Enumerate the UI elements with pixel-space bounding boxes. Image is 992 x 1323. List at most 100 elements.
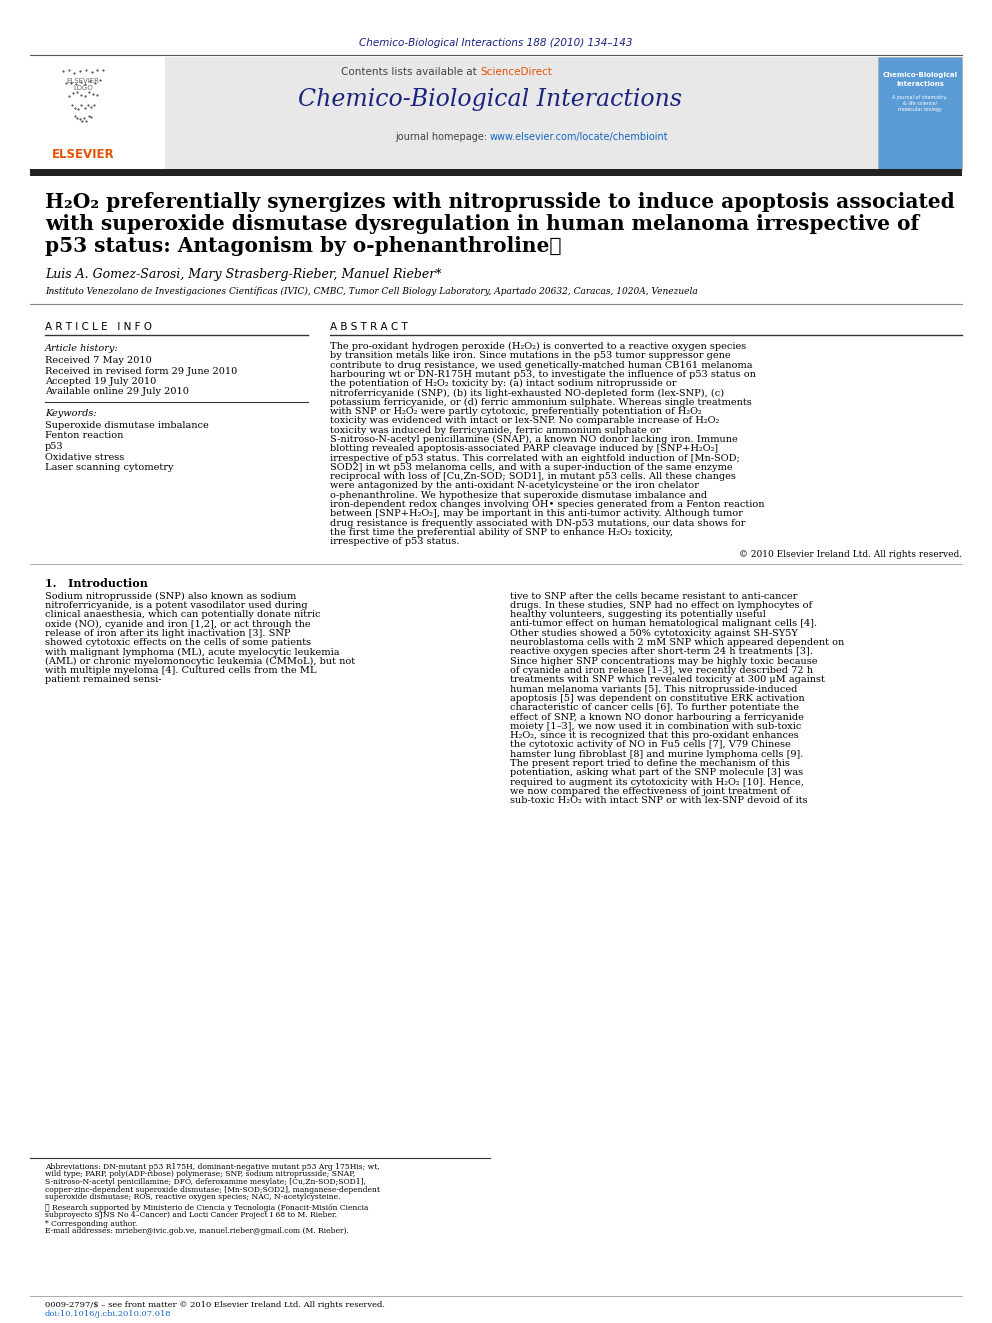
Text: ELSEVIER
LOGO: ELSEVIER LOGO [66,78,99,91]
Text: potentiation, asking what part of the SNP molecule [3] was: potentiation, asking what part of the SN… [510,769,804,778]
Text: treatments with SNP which revealed toxicity at 300 μM against: treatments with SNP which revealed toxic… [510,675,825,684]
Text: ScienceDirect: ScienceDirect [480,67,552,77]
Text: sub-toxic H₂O₂ with intact SNP or with lex-SNP devoid of its: sub-toxic H₂O₂ with intact SNP or with l… [510,796,807,806]
Text: patient remained sensi-: patient remained sensi- [45,675,162,684]
Text: effect of SNP, a known NO donor harbouring a ferricyanide: effect of SNP, a known NO donor harbouri… [510,713,804,721]
Text: by transition metals like iron. Since mutations in the p53 tumor suppressor gene: by transition metals like iron. Since mu… [330,352,731,360]
Text: Contents lists available at: Contents lists available at [341,67,480,77]
Text: H₂O₂, since it is recognized that this pro-oxidant enhances: H₂O₂, since it is recognized that this p… [510,732,799,740]
Text: A R T I C L E   I N F O: A R T I C L E I N F O [45,321,152,332]
Text: The pro-oxidant hydrogen peroxide (H₂O₂) is converted to a reactive oxygen speci: The pro-oxidant hydrogen peroxide (H₂O₂)… [330,343,746,351]
Text: drugs. In these studies, SNP had no effect on lymphocytes of: drugs. In these studies, SNP had no effe… [510,601,812,610]
Text: with SNP or H₂O₂ were partly cytotoxic, preferentially potentiation of H₂O₂: with SNP or H₂O₂ were partly cytotoxic, … [330,407,701,417]
Text: drug resistance is frequently associated with DN-p53 mutations, our data shows f: drug resistance is frequently associated… [330,519,745,528]
Text: moiety [1–3], we now used it in combination with sub-toxic: moiety [1–3], we now used it in combinat… [510,722,802,730]
Text: Luis A. Gomez-Sarosi, Mary Strasberg-Rieber, Manuel Rieber*: Luis A. Gomez-Sarosi, Mary Strasberg-Rie… [45,269,441,280]
Text: Available online 29 July 2010: Available online 29 July 2010 [45,388,188,397]
Text: reciprocal with loss of [Cu,Zn-SOD; SOD1], in mutant p53 cells. All these change: reciprocal with loss of [Cu,Zn-SOD; SOD1… [330,472,736,482]
Text: oxide (NO), cyanide and iron [1,2], or act through the: oxide (NO), cyanide and iron [1,2], or a… [45,619,310,628]
Text: neuroblastoma cells with 2 mM SNP which appeared dependent on: neuroblastoma cells with 2 mM SNP which … [510,638,844,647]
Text: doi:10.1016/j.cbi.2010.07.018: doi:10.1016/j.cbi.2010.07.018 [45,1310,172,1318]
Text: required to augment its cytotoxicity with H₂O₂ [10]. Hence,: required to augment its cytotoxicity wit… [510,778,804,787]
Text: A journal of chemistry,
& life science/
molecular biology: A journal of chemistry, & life science/ … [892,95,947,111]
Text: iron-dependent redox changes involving OH• species generated from a Fenton react: iron-dependent redox changes involving O… [330,500,765,509]
Text: with multiple myeloma [4]. Cultured cells from the ML: with multiple myeloma [4]. Cultured cell… [45,665,316,675]
Text: Accepted 19 July 2010: Accepted 19 July 2010 [45,377,157,386]
Text: The present report tried to define the mechanism of this: The present report tried to define the m… [510,759,790,767]
Text: irrespective of p53 status.: irrespective of p53 status. [330,537,459,546]
Text: Since higher SNP concentrations may be highly toxic because: Since higher SNP concentrations may be h… [510,656,817,665]
Text: 1.   Introduction: 1. Introduction [45,578,148,589]
Text: © 2010 Elsevier Ireland Ltd. All rights reserved.: © 2010 Elsevier Ireland Ltd. All rights … [739,549,962,558]
Text: p53: p53 [45,442,63,451]
Text: tive to SNP after the cells became resistant to anti-cancer: tive to SNP after the cells became resis… [510,591,798,601]
Text: Superoxide dismutase imbalance: Superoxide dismutase imbalance [45,421,208,430]
Text: E-mail addresses: mrieber@ivic.gob.ve, manuel.rieber@gmail.com (M. Rieber).: E-mail addresses: mrieber@ivic.gob.ve, m… [45,1226,349,1234]
Bar [30,57,165,169]
Text: wild type; PARP, poly(ADP-ribose) polymerase; SNP, sodium nitroprusside; SNAP,: wild type; PARP, poly(ADP-ribose) polyme… [45,1171,355,1179]
Text: SOD2] in wt p53 melanoma cells, and with a super-induction of the same enzyme: SOD2] in wt p53 melanoma cells, and with… [330,463,733,472]
Text: of cyanide and iron release [1–3], we recently described 72 h: of cyanide and iron release [1–3], we re… [510,665,813,675]
Text: contribute to drug resistance, we used genetically-matched human CB161 melanoma: contribute to drug resistance, we used g… [330,361,753,369]
Text: Abbreviations: DN-mutant p53 R175H, dominant-negative mutant p53 Arg 175His; wt,: Abbreviations: DN-mutant p53 R175H, domi… [45,1163,380,1171]
Text: potassium ferricyanide, or (d) ferric ammonium sulphate. Whereas single treatmen: potassium ferricyanide, or (d) ferric am… [330,398,752,407]
Text: * Corresponding author.: * Corresponding author. [45,1220,137,1228]
Text: were antagonized by the anti-oxidant N-acetylcysteine or the iron chelator: were antagonized by the anti-oxidant N-a… [330,482,699,491]
Text: nitroferricyanide (SNP), (b) its light-exhausted NO-depleted form (lex-SNP), (c): nitroferricyanide (SNP), (b) its light-e… [330,389,724,398]
Bar [30,169,962,176]
Text: hamster lung fibroblast [8] and murine lymphoma cells [9].: hamster lung fibroblast [8] and murine l… [510,750,804,758]
Text: we now compared the effectiveness of joint treatment of: we now compared the effectiveness of joi… [510,787,790,796]
Text: Fenton reaction: Fenton reaction [45,431,123,441]
Text: (AML) or chronic myelomonocytic leukemia (CMMoL), but not: (AML) or chronic myelomonocytic leukemia… [45,656,355,665]
Text: irrespective of p53 status. This correlated with an eightfold induction of [Mn-S: irrespective of p53 status. This correla… [330,454,740,463]
Text: harbouring wt or DN-R175H mutant p53, to investigate the influence of p53 status: harbouring wt or DN-R175H mutant p53, to… [330,370,756,378]
Text: characteristic of cancer cells [6]. To further potentiate the: characteristic of cancer cells [6]. To f… [510,704,799,712]
Text: apoptosis [5] was dependent on constitutive ERK activation: apoptosis [5] was dependent on constitut… [510,693,805,703]
Text: toxicity was evidenced with intact or lex-SNP. No comparable increase of H₂O₂: toxicity was evidenced with intact or le… [330,417,719,426]
Text: Chemico-Biological Interactions 188 (2010) 134–143: Chemico-Biological Interactions 188 (201… [359,38,633,48]
Text: Received in revised form 29 June 2010: Received in revised form 29 June 2010 [45,366,237,376]
Text: 0009-2797/$ – see front matter © 2010 Elsevier Ireland Ltd. All rights reserved.: 0009-2797/$ – see front matter © 2010 El… [45,1301,385,1308]
Text: healthy volunteers, suggesting its potentially useful: healthy volunteers, suggesting its poten… [510,610,766,619]
Text: clinical anaesthesia, which can potentially donate nitric: clinical anaesthesia, which can potentia… [45,610,320,619]
Text: nitroferricyanide, is a potent vasodilator used during: nitroferricyanide, is a potent vasodilat… [45,601,308,610]
Text: S-nitroso-N-acetyl penicillamine (SNAP), a known NO donor lacking iron. Immune: S-nitroso-N-acetyl penicillamine (SNAP),… [330,435,738,445]
Text: between [SNP+H₂O₂], may be important in this anti-tumor activity. Although tumor: between [SNP+H₂O₂], may be important in … [330,509,743,519]
Text: ☆ Research supported by Ministerio de Ciencia y Tecnologia (Fonacit-Misión Cienc: ☆ Research supported by Ministerio de Ci… [45,1204,368,1212]
Text: release of iron after its light inactivation [3]. SNP: release of iron after its light inactiva… [45,628,291,638]
Text: p53 status: Antagonism by o-phenanthroline⋆: p53 status: Antagonism by o-phenanthroli… [45,235,561,255]
Text: the first time the preferential ability of SNP to enhance H₂O₂ toxicity,: the first time the preferential ability … [330,528,673,537]
Text: Article history:: Article history: [45,344,119,353]
Text: the cytotoxic activity of NO in Fu5 cells [7], V79 Chinese: the cytotoxic activity of NO in Fu5 cell… [510,741,791,749]
Text: H₂O₂ preferentially synergizes with nitroprusside to induce apoptosis associated: H₂O₂ preferentially synergizes with nitr… [45,192,954,212]
Text: Instituto Venezolano de Investigaciones Científicas (IVIC), CMBC, Tumor Cell Bio: Instituto Venezolano de Investigaciones … [45,286,697,295]
Text: Interactions: Interactions [896,81,944,87]
Text: Oxidative stress: Oxidative stress [45,452,124,462]
Text: A B S T R A C T: A B S T R A C T [330,321,408,332]
Text: Sodium nitroprusside (SNP) also known as sodium: Sodium nitroprusside (SNP) also known as… [45,591,297,601]
Text: toxicity was induced by ferricyanide, ferric ammonium sulphate or: toxicity was induced by ferricyanide, fe… [330,426,661,435]
Text: Keywords:: Keywords: [45,409,96,418]
Text: copper-zinc-dependent superoxide dismutase; [Mn-SOD;SOD2], manganese-dependent: copper-zinc-dependent superoxide dismuta… [45,1185,380,1193]
Text: with malignant lymphoma (ML), acute myelocytic leukemia: with malignant lymphoma (ML), acute myel… [45,647,339,656]
Text: journal homepage:: journal homepage: [395,132,490,142]
Text: S-nitroso-N-acetyl penicillamine; DFO, deferoxamine mesylate; [Cu,Zn-SOD;SOD1],: S-nitroso-N-acetyl penicillamine; DFO, d… [45,1177,366,1185]
Text: www.elsevier.com/locate/chembioint: www.elsevier.com/locate/chembioint [490,132,669,142]
Text: Chemico-Biological: Chemico-Biological [883,71,957,78]
Bar [878,57,962,169]
Text: blotting revealed apoptosis-associated PARP cleavage induced by [SNP+H₂O₂]: blotting revealed apoptosis-associated P… [330,445,718,454]
Text: human melanoma variants [5]. This nitroprusside-induced: human melanoma variants [5]. This nitrop… [510,684,798,693]
Text: Other studies showed a 50% cytotoxicity against SH-SY5Y: Other studies showed a 50% cytotoxicity … [510,628,798,638]
Text: superoxide dismutase; ROS, reactive oxygen species; NAC, N-acetylcysteine.: superoxide dismutase; ROS, reactive oxyg… [45,1193,340,1201]
Text: o-phenanthroline. We hypothesize that superoxide dismutase imbalance and: o-phenanthroline. We hypothesize that su… [330,491,707,500]
Text: Laser scanning cytometry: Laser scanning cytometry [45,463,174,472]
Text: ELSEVIER: ELSEVIER [52,148,114,161]
Text: Received 7 May 2010: Received 7 May 2010 [45,356,152,365]
Bar [30,57,962,169]
Text: subproyecto SJNS No 4–Cancer) and Locti Cancer Project I 68 to M. Rieber.: subproyecto SJNS No 4–Cancer) and Locti … [45,1211,337,1218]
Text: anti-tumor effect on human hematological malignant cells [4].: anti-tumor effect on human hematological… [510,619,817,628]
Text: with superoxide dismutase dysregulation in human melanoma irrespective of: with superoxide dismutase dysregulation … [45,214,920,234]
Text: showed cytotoxic effects on the cells of some patients: showed cytotoxic effects on the cells of… [45,638,311,647]
Text: reactive oxygen species after short-term 24 h treatments [3].: reactive oxygen species after short-term… [510,647,812,656]
Text: the potentiation of H₂O₂ toxicity by: (a) intact sodium nitroprusside or: the potentiation of H₂O₂ toxicity by: (a… [330,380,677,389]
